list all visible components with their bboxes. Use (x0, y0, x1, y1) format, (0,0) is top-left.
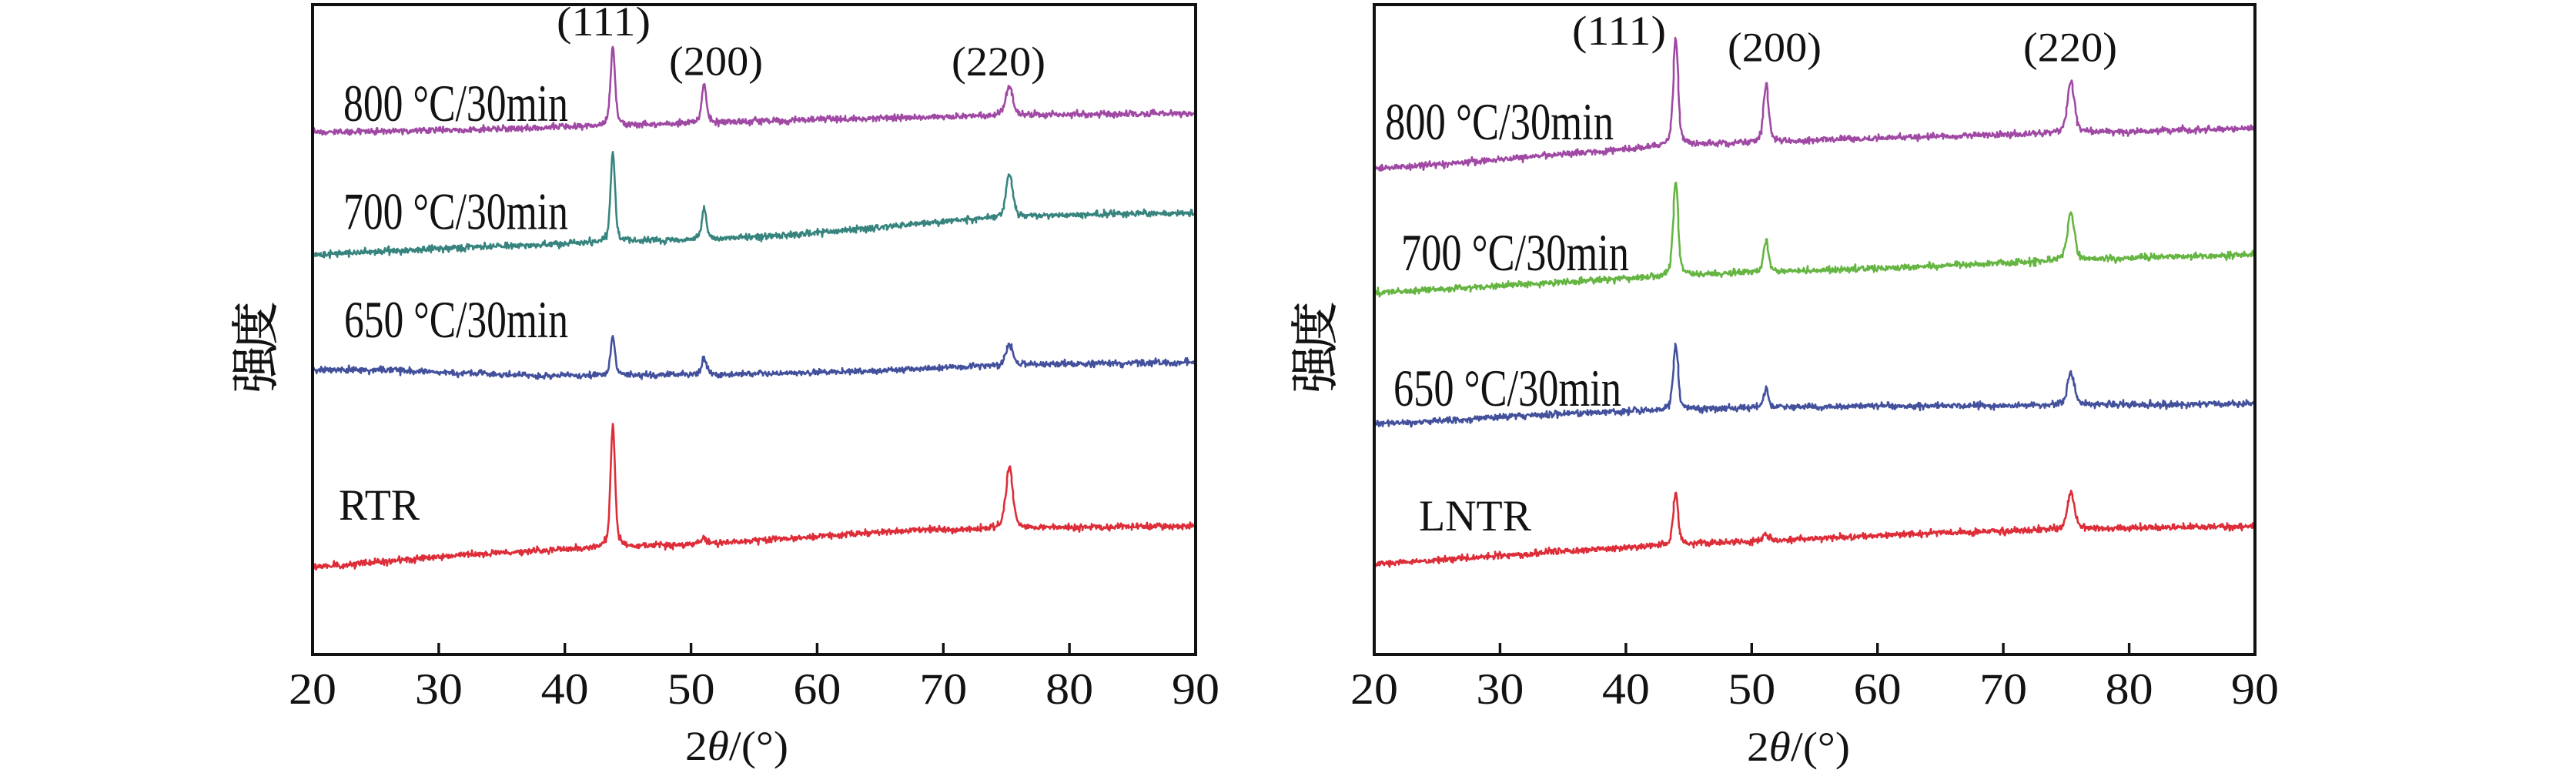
svg-text:20: 20 (1350, 665, 1398, 714)
svg-text:700 °C/30min: 700 °C/30min (343, 182, 568, 241)
svg-text:50: 50 (1728, 665, 1775, 714)
svg-text:(200): (200) (669, 38, 763, 85)
svg-text:700 °C/30min: 700 °C/30min (1401, 223, 1629, 282)
svg-text:(220): (220) (952, 38, 1045, 85)
svg-text:20: 20 (289, 665, 336, 714)
svg-text:80: 80 (2106, 665, 2153, 714)
svg-text:70: 70 (919, 665, 967, 714)
svg-text:60: 60 (1854, 665, 1902, 714)
svg-text:2θ/(°): 2θ/(°) (1747, 723, 1850, 770)
svg-text:30: 30 (415, 665, 463, 714)
svg-text:(111): (111) (1572, 8, 1666, 54)
svg-text:LNTR: LNTR (1419, 492, 1531, 540)
svg-text:90: 90 (1172, 665, 1219, 714)
svg-text:80: 80 (1045, 665, 1093, 714)
svg-text:2θ/(°): 2θ/(°) (685, 722, 788, 769)
svg-text:90: 90 (2231, 665, 2279, 714)
svg-text:800 °C/30min: 800 °C/30min (1385, 92, 1614, 151)
svg-text:(220): (220) (2023, 25, 2117, 71)
svg-text:650 °C/30min: 650 °C/30min (1393, 359, 1621, 417)
svg-text:800 °C/30min: 800 °C/30min (343, 74, 568, 132)
svg-text:650 °C/30min: 650 °C/30min (344, 290, 568, 349)
svg-text:70: 70 (1979, 665, 2027, 714)
svg-text:RTR: RTR (339, 481, 420, 530)
svg-text:40: 40 (1602, 665, 1650, 714)
svg-text:40: 40 (541, 665, 589, 714)
svg-text:(111): (111) (557, 0, 651, 45)
svg-text:(200): (200) (1728, 25, 1822, 71)
svg-text:60: 60 (793, 665, 841, 714)
svg-text:30: 30 (1476, 665, 1524, 714)
svg-text:50: 50 (667, 665, 715, 714)
